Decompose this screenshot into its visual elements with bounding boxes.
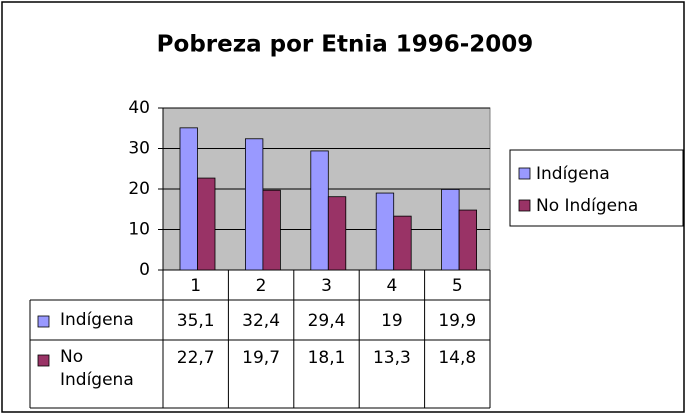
x-tick-label: 4: [386, 276, 397, 296]
table-value: 32,4: [242, 311, 280, 331]
y-tick-label: 40: [128, 98, 150, 118]
table-row-label: No Indígena: [60, 347, 134, 390]
bar: [327, 196, 347, 271]
table-value: 19,7: [242, 348, 280, 368]
table-swatch: [37, 354, 50, 367]
table-value: 29,4: [308, 311, 346, 331]
legend-swatch: [518, 167, 531, 180]
bar: [197, 177, 216, 271]
bar: [179, 127, 198, 271]
bar: [441, 189, 460, 271]
table-value: 14,8: [438, 348, 476, 368]
x-tick-label: 2: [256, 276, 267, 296]
table-value: 35,1: [177, 311, 215, 331]
table-value: 19,9: [438, 311, 476, 331]
y-tick-label: 10: [128, 220, 150, 240]
legend-box: [509, 149, 684, 227]
legend-label: Indígena: [536, 164, 610, 184]
table-swatch: [37, 315, 50, 328]
x-tick-label: 5: [452, 276, 463, 296]
y-tick-label: 20: [128, 179, 150, 199]
x-tick-label: 3: [321, 276, 332, 296]
table-value: 18,1: [308, 348, 346, 368]
bar: [393, 215, 412, 271]
table-value: 19: [381, 311, 403, 331]
bar: [310, 150, 329, 271]
legend-swatch: [518, 199, 531, 212]
y-tick-label: 0: [139, 260, 150, 280]
bar: [375, 192, 395, 271]
table-value: 13,3: [373, 348, 411, 368]
bar: [244, 138, 264, 271]
y-tick-label: 30: [128, 139, 150, 159]
x-tick-label: 1: [190, 276, 201, 296]
table-row-label: Indígena: [60, 310, 134, 330]
chart-title: Pobreza por Etnia 1996-2009: [157, 32, 534, 58]
table-value: 22,7: [177, 348, 215, 368]
bar: [458, 209, 478, 271]
legend-label: No Indígena: [536, 196, 638, 216]
bar: [262, 189, 281, 271]
